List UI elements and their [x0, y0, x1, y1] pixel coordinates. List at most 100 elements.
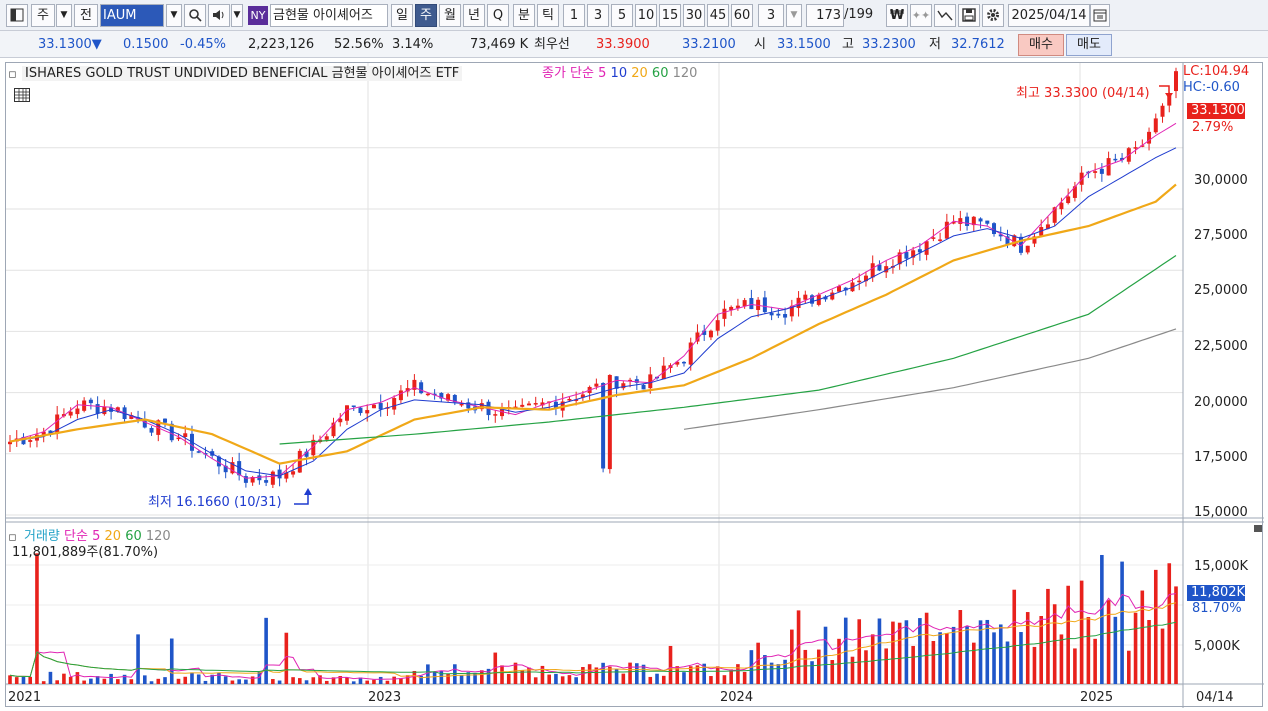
- volume-bar-91: [621, 673, 626, 684]
- high-price: 33.2300: [862, 37, 916, 52]
- buy-button[interactable]: 매수: [1018, 34, 1064, 56]
- sell-button[interactable]: 매도: [1066, 34, 1112, 56]
- interval-button-4[interactable]: 15: [659, 4, 681, 27]
- main-toolbar: 주 ▼ 전 ▼ ▼ NY 금현물 아이셰어즈 3 ▼ 173 /199 ₩ ✦✦…: [0, 0, 1268, 31]
- candle-body-92: [628, 379, 633, 382]
- open-price: 33.1500: [777, 37, 831, 52]
- volume-bar-97: [661, 675, 666, 684]
- low-label: 저: [929, 37, 941, 52]
- candle-body-23: [163, 418, 168, 423]
- chart-canvas[interactable]: [6, 63, 1264, 708]
- volume-bar-104: [709, 676, 713, 684]
- candle-body-35: [243, 476, 248, 483]
- high-arrow-icon: [1165, 93, 1173, 99]
- interval-button-0[interactable]: 1: [563, 4, 585, 27]
- volume-bar-130: [884, 648, 888, 684]
- search-icon[interactable]: [184, 4, 206, 27]
- chart-area[interactable]: [5, 62, 1264, 708]
- period-button-0[interactable]: 일: [391, 4, 413, 27]
- interval-button-6[interactable]: 45: [707, 4, 729, 27]
- candle-body-165: [1120, 157, 1125, 161]
- volume-bar-64: [439, 670, 444, 684]
- candle-body-9: [68, 411, 73, 416]
- window-icon[interactable]: [6, 4, 28, 27]
- interval-dropdown-icon[interactable]: ▼: [786, 4, 802, 27]
- volume-bar-24: [169, 638, 174, 684]
- volume-bar-151: [1025, 612, 1030, 684]
- candle-body-130: [884, 266, 889, 273]
- volume-bar-90: [614, 669, 619, 684]
- volume-bar-0: [8, 675, 12, 684]
- count-input[interactable]: 173: [806, 4, 844, 27]
- volume-bar-111: [756, 642, 760, 684]
- candle-body-85: [580, 394, 585, 398]
- volume-title: 거래량: [24, 529, 60, 544]
- candle-body-99: [675, 361, 680, 365]
- candle-body-31: [216, 456, 221, 467]
- volume-bar-156: [1059, 634, 1064, 684]
- table-grid-icon[interactable]: [14, 88, 30, 102]
- current-volume-pct: 81.70%: [1192, 601, 1242, 616]
- candle-body-21: [149, 427, 154, 433]
- volume-bar-25: [176, 678, 181, 684]
- candle-body-54: [371, 404, 376, 409]
- speaker-dropdown-icon[interactable]: ▼: [231, 4, 243, 27]
- period-button-3[interactable]: 년: [463, 4, 485, 27]
- symbol-input[interactable]: [100, 4, 164, 27]
- save-icon[interactable]: [958, 4, 980, 27]
- period-button-4[interactable]: Q: [487, 4, 509, 27]
- candle-body-102: [695, 332, 700, 342]
- last-volume-label: 11,801,889주(81.70%): [12, 545, 159, 560]
- candle-body-137: [931, 237, 936, 239]
- y-tick-25000: 25,0000: [1194, 283, 1248, 298]
- symbol-dropdown-icon[interactable]: ▼: [166, 4, 182, 27]
- volume-bar-48: [331, 677, 336, 684]
- candle-body-111: [756, 299, 761, 310]
- volume-bar-26: [183, 676, 188, 684]
- volume-bar-66: [453, 664, 457, 684]
- interval-button-3[interactable]: 10: [635, 4, 657, 27]
- candle-body-68: [466, 402, 471, 409]
- market-type-dropdown-icon[interactable]: ▼: [56, 4, 72, 27]
- x-label-2024: 2024: [720, 690, 754, 705]
- period-button-1[interactable]: 주: [415, 4, 437, 27]
- ask-price: 33.3900: [596, 37, 650, 52]
- candle-body-65: [446, 394, 451, 401]
- candle-body-146: [992, 223, 997, 235]
- market-type-select[interactable]: 주: [31, 4, 55, 27]
- volume-bar-12: [89, 678, 93, 684]
- volume-bar-4: [35, 553, 39, 684]
- volume-bar-168: [1140, 590, 1145, 684]
- minute-button-0[interactable]: 분: [513, 4, 535, 27]
- interval-value[interactable]: 3: [758, 4, 784, 27]
- candle-body-12: [88, 399, 93, 404]
- y-tick-17500: 17,5000: [1194, 450, 1248, 465]
- volume-bar-53: [365, 680, 370, 684]
- volume-bar-83: [567, 675, 572, 684]
- interval-button-7[interactable]: 60: [731, 4, 753, 27]
- volume-bar-149: [1012, 589, 1017, 684]
- volume-bar-126: [857, 619, 862, 684]
- date-input[interactable]: 2025/04/14: [1008, 4, 1090, 27]
- volume-bar-169: [1147, 619, 1151, 684]
- won-chart-icon[interactable]: ₩: [886, 4, 908, 27]
- crosshair-icon[interactable]: [934, 4, 956, 27]
- volume-bar-147: [998, 624, 1003, 684]
- interval-button-1[interactable]: 3: [587, 4, 609, 27]
- period-button-2[interactable]: 월: [439, 4, 461, 27]
- dots-chart-icon[interactable]: ✦✦: [910, 4, 932, 27]
- hc-label: HC:-0.60: [1183, 80, 1240, 95]
- interval-button-2[interactable]: 5: [611, 4, 633, 27]
- calendar-icon[interactable]: [1090, 4, 1110, 27]
- prefix-button[interactable]: 전: [74, 4, 98, 27]
- gear-icon[interactable]: [982, 4, 1004, 27]
- candle-body-89: [607, 374, 612, 470]
- interval-button-5[interactable]: 30: [683, 4, 705, 27]
- candle-body-117: [796, 297, 801, 309]
- volume-panel-marker: ▫: [8, 530, 17, 545]
- minute-button-1[interactable]: 틱: [537, 4, 559, 27]
- volume-bar-7: [55, 680, 59, 684]
- speaker-icon[interactable]: [208, 4, 230, 27]
- down-arrow-icon: ▼: [91, 37, 102, 52]
- candle-body-55: [378, 403, 383, 410]
